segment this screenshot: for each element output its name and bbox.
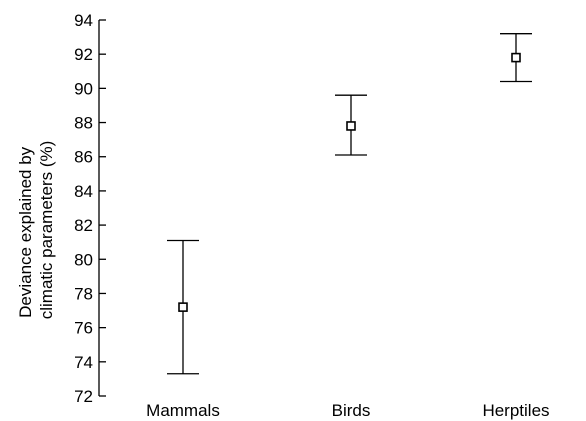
mean-marker-birds — [346, 121, 356, 131]
y-tick-label-86: 86 — [74, 148, 93, 167]
y-axis-title: Deviance explained by climatic parameter… — [16, 141, 56, 320]
y-tick-label-88: 88 — [74, 114, 93, 133]
y-axis-title-line-2: climatic parameters (%) — [37, 141, 56, 320]
y-tick-label-90: 90 — [74, 79, 93, 98]
y-axis-title-line-1: Deviance explained by — [16, 146, 35, 318]
y-ticks: 72 74 76 78 80 82 84 86 88 90 92 94 — [74, 11, 106, 406]
mean-marker-mammals — [178, 302, 188, 312]
category-label-herptiles: Herptiles — [482, 401, 549, 420]
y-tick-label-92: 92 — [74, 45, 93, 64]
category-label-birds: Birds — [332, 401, 371, 420]
y-tick-label-76: 76 — [74, 319, 93, 338]
errorbar-mammals — [167, 239, 199, 375]
y-tick-label-80: 80 — [74, 250, 93, 269]
y-tick-label-82: 82 — [74, 216, 93, 235]
mean-marker-herptiles — [511, 52, 521, 63]
data-series — [167, 33, 532, 375]
y-tick-label-78: 78 — [74, 284, 93, 303]
y-tick-label-94: 94 — [74, 11, 93, 30]
y-tick-label-72: 72 — [74, 387, 93, 406]
category-label-mammals: Mammals — [146, 401, 220, 420]
errorbar-birds — [335, 94, 367, 156]
y-tick-label-74: 74 — [74, 353, 93, 372]
errorbar-herptiles — [500, 33, 532, 83]
y-tick-label-84: 84 — [74, 182, 93, 201]
category-labels: Mammals Birds Herptiles — [146, 401, 549, 420]
